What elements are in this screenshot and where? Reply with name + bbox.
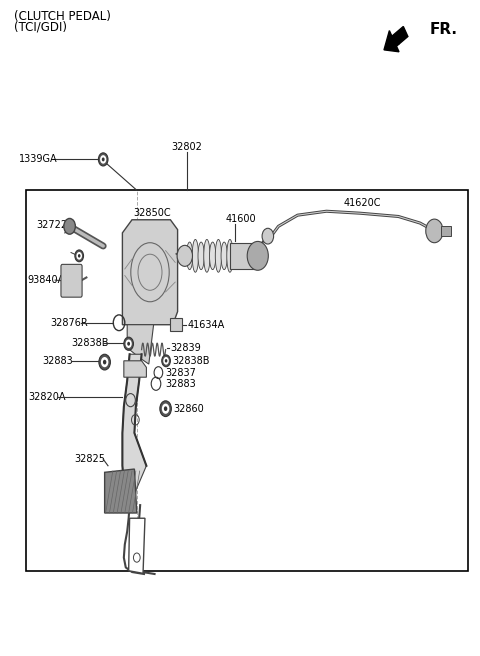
Circle shape: [99, 354, 110, 370]
Text: 32883: 32883: [166, 379, 196, 389]
Circle shape: [162, 355, 170, 367]
FancyBboxPatch shape: [170, 318, 182, 331]
Polygon shape: [127, 325, 154, 364]
Bar: [26, 190, 468, 571]
FancyBboxPatch shape: [61, 264, 82, 297]
Text: (CLUTCH PEDAL): (CLUTCH PEDAL): [14, 10, 111, 23]
Text: 93840A: 93840A: [28, 275, 65, 285]
Text: 41600: 41600: [226, 215, 256, 224]
Text: 32820A: 32820A: [28, 392, 65, 402]
Circle shape: [102, 157, 105, 161]
Text: 32839: 32839: [170, 342, 201, 353]
Ellipse shape: [209, 242, 216, 270]
Circle shape: [101, 357, 108, 367]
Text: 32876R: 32876R: [50, 318, 88, 328]
Ellipse shape: [215, 239, 222, 272]
Ellipse shape: [186, 242, 193, 270]
Polygon shape: [105, 469, 137, 513]
Circle shape: [177, 245, 192, 266]
Circle shape: [262, 228, 274, 244]
Circle shape: [247, 241, 268, 270]
FancyArrow shape: [384, 26, 408, 52]
Bar: [441, 226, 451, 236]
Circle shape: [165, 359, 168, 363]
Text: FR.: FR.: [430, 22, 457, 37]
Text: 32860: 32860: [174, 403, 204, 414]
Circle shape: [126, 340, 132, 348]
Circle shape: [64, 218, 75, 234]
Bar: [230, 243, 257, 269]
Text: 32850C: 32850C: [133, 208, 171, 218]
Ellipse shape: [227, 239, 233, 272]
Circle shape: [76, 252, 82, 260]
Text: 1339GA: 1339GA: [19, 154, 58, 165]
Circle shape: [163, 357, 169, 365]
Polygon shape: [122, 220, 178, 325]
Circle shape: [75, 250, 84, 262]
Circle shape: [127, 342, 130, 346]
Circle shape: [164, 406, 168, 411]
Text: 41620C: 41620C: [343, 198, 381, 208]
Ellipse shape: [221, 242, 228, 270]
Polygon shape: [124, 361, 146, 377]
Circle shape: [100, 155, 107, 164]
Circle shape: [426, 219, 443, 243]
Text: 32722A: 32722A: [36, 220, 74, 230]
Text: 32838B: 32838B: [71, 338, 108, 348]
Text: 32802: 32802: [172, 142, 203, 152]
Circle shape: [162, 403, 169, 414]
Circle shape: [124, 337, 133, 350]
Text: (TCI/GDI): (TCI/GDI): [14, 21, 67, 34]
Ellipse shape: [192, 239, 199, 272]
Text: 32838B: 32838B: [172, 356, 209, 366]
Text: 32825: 32825: [74, 454, 106, 464]
Text: 32883: 32883: [42, 356, 73, 367]
Polygon shape: [129, 518, 145, 573]
Text: 32837: 32837: [166, 367, 196, 378]
Text: 41634A: 41634A: [187, 319, 225, 330]
Ellipse shape: [204, 239, 210, 272]
Circle shape: [160, 401, 171, 417]
Ellipse shape: [198, 242, 204, 270]
Circle shape: [98, 153, 108, 166]
Circle shape: [78, 254, 81, 258]
Polygon shape: [122, 354, 146, 505]
Circle shape: [103, 359, 107, 365]
